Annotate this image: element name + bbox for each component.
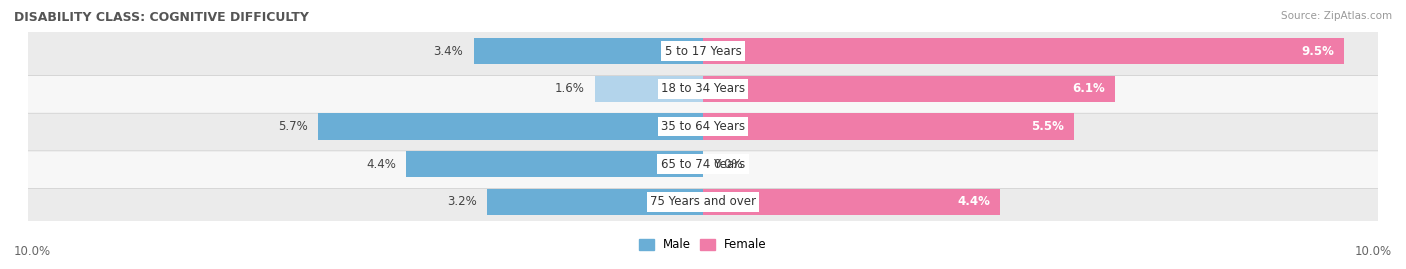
Text: Source: ZipAtlas.com: Source: ZipAtlas.com: [1281, 11, 1392, 21]
Text: 35 to 64 Years: 35 to 64 Years: [661, 120, 745, 133]
Text: DISABILITY CLASS: COGNITIVE DIFFICULTY: DISABILITY CLASS: COGNITIVE DIFFICULTY: [14, 11, 309, 24]
Text: 9.5%: 9.5%: [1301, 45, 1334, 58]
Bar: [595, 76, 703, 102]
Legend: Male, Female: Male, Female: [634, 234, 772, 256]
Bar: [406, 151, 703, 177]
Bar: [703, 76, 1115, 102]
Text: 10.0%: 10.0%: [14, 245, 51, 258]
Bar: [703, 189, 1000, 215]
FancyBboxPatch shape: [18, 102, 1388, 151]
Text: 1.6%: 1.6%: [555, 82, 585, 95]
Text: 3.4%: 3.4%: [433, 45, 464, 58]
FancyBboxPatch shape: [18, 64, 1388, 113]
Text: 5.5%: 5.5%: [1031, 120, 1064, 133]
Text: 10.0%: 10.0%: [1355, 245, 1392, 258]
Text: 65 to 74 Years: 65 to 74 Years: [661, 158, 745, 171]
Text: 4.4%: 4.4%: [957, 195, 990, 208]
Bar: [486, 189, 703, 215]
Bar: [703, 113, 1074, 140]
Text: 18 to 34 Years: 18 to 34 Years: [661, 82, 745, 95]
FancyBboxPatch shape: [18, 140, 1388, 189]
Bar: [703, 38, 1344, 64]
Text: 0.0%: 0.0%: [713, 158, 742, 171]
Text: 5 to 17 Years: 5 to 17 Years: [665, 45, 741, 58]
Bar: [474, 38, 703, 64]
Bar: [318, 113, 703, 140]
Text: 5.7%: 5.7%: [278, 120, 308, 133]
Text: 3.2%: 3.2%: [447, 195, 477, 208]
FancyBboxPatch shape: [18, 177, 1388, 226]
FancyBboxPatch shape: [18, 27, 1388, 76]
Text: 6.1%: 6.1%: [1071, 82, 1105, 95]
Text: 4.4%: 4.4%: [366, 158, 396, 171]
Text: 75 Years and over: 75 Years and over: [650, 195, 756, 208]
